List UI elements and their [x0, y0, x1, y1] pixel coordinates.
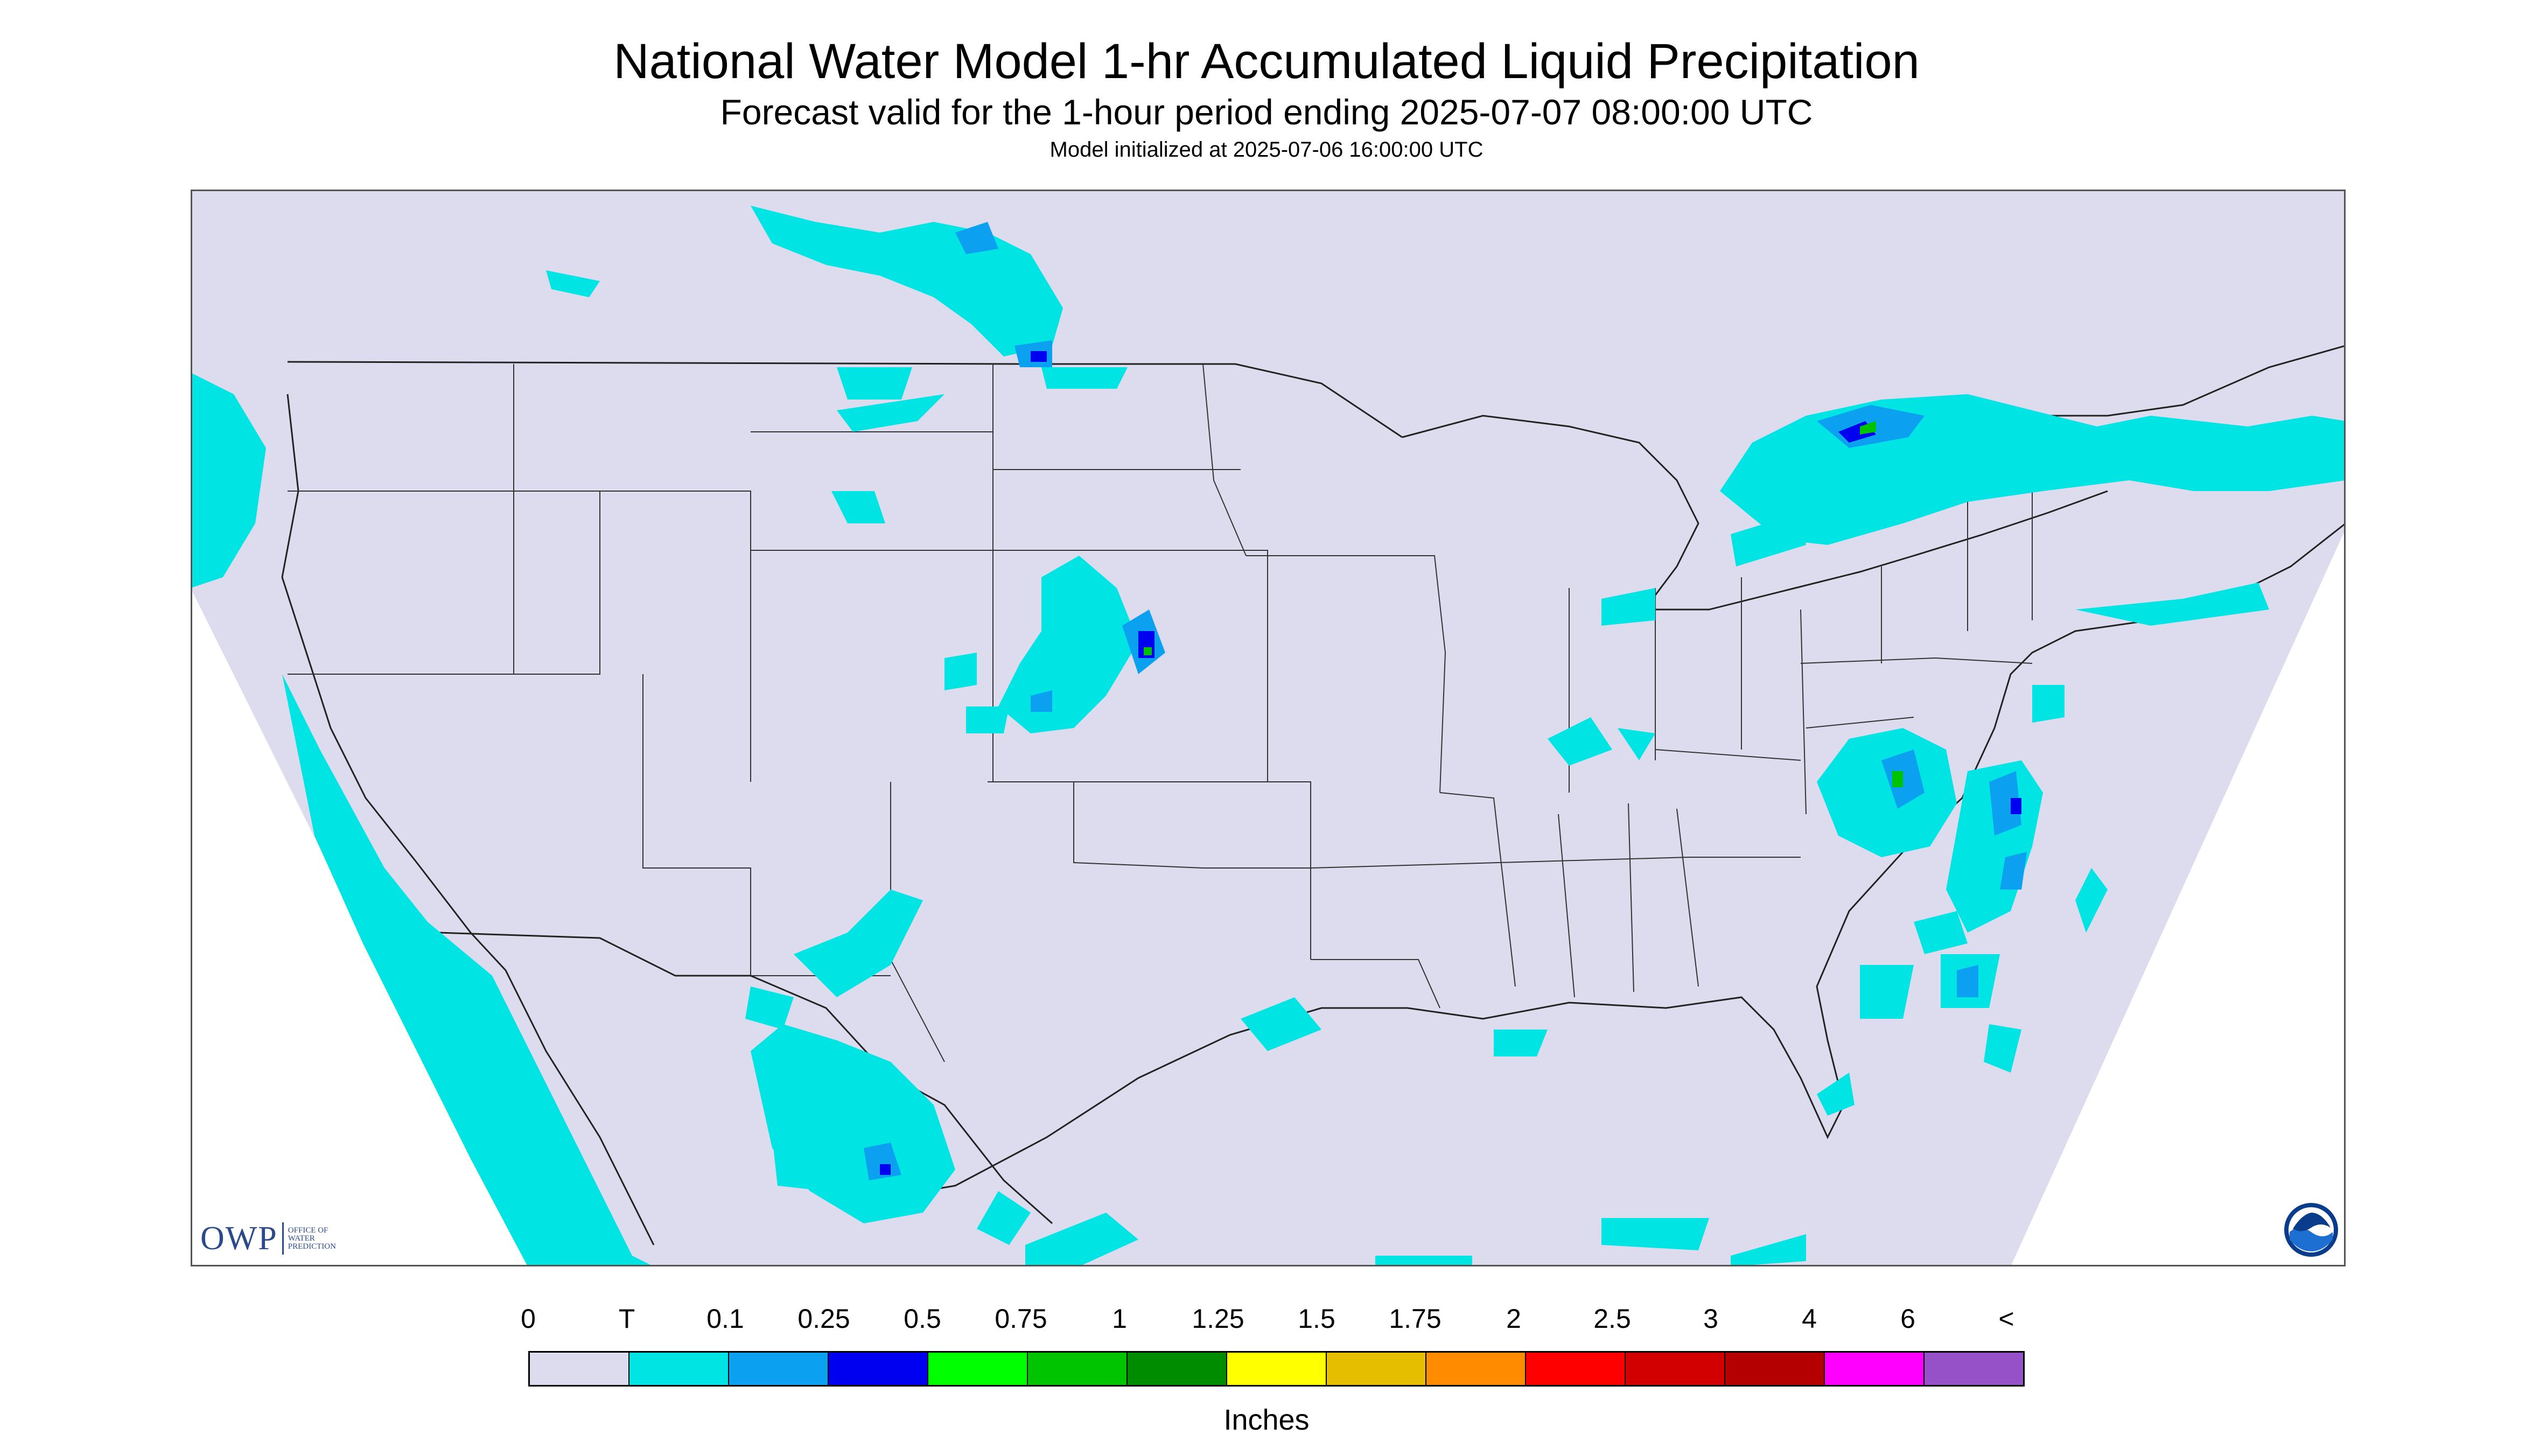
- legend-tick-label: 2.5: [1593, 1304, 1631, 1334]
- noaa-logo: [2284, 1203, 2338, 1257]
- precipitation-map: [191, 190, 2346, 1266]
- legend-swatch: [530, 1353, 629, 1385]
- legend-swatch: [1128, 1353, 1227, 1385]
- legend-tick-label: 1.75: [1389, 1304, 1442, 1334]
- legend-tick-label: 0.1: [706, 1304, 744, 1334]
- legend-tick-label: 1.5: [1298, 1304, 1335, 1334]
- legend-tick-label: 3: [1703, 1304, 1718, 1334]
- legend-swatch: [1925, 1353, 2023, 1385]
- owp-logo-text: OWP: [200, 1220, 278, 1257]
- owp-logo: OWP OFFICE OF WATER PREDICTION: [200, 1218, 336, 1259]
- legend-tick-label: 1.25: [1192, 1304, 1244, 1334]
- owp-logo-line-1: OFFICE OF: [288, 1226, 328, 1235]
- forecast-valid-subtitle: Forecast valid for the 1-hour period end…: [720, 92, 1813, 132]
- precip-heavy: [1144, 421, 1903, 787]
- coastline-west: [281, 394, 655, 1245]
- state-boundaries: [288, 363, 2033, 1062]
- precip-trace: [191, 206, 2346, 1266]
- legend-swatch: [1426, 1353, 1526, 1385]
- legend-tick-label: <: [1998, 1304, 2014, 1334]
- owp-logo-subtext: OFFICE OF WATER PREDICTION: [288, 1226, 336, 1251]
- legend-tick-label: 4: [1802, 1304, 1817, 1334]
- owp-logo-divider: [282, 1222, 284, 1255]
- legend-tick-label: 1: [1112, 1304, 1127, 1334]
- legend-tick-label: T: [618, 1304, 635, 1334]
- legend-swatch: [928, 1353, 1028, 1385]
- legend-swatch: [1825, 1353, 1925, 1385]
- legend-swatch: [1327, 1353, 1426, 1385]
- owp-logo-line-3: PREDICTION: [288, 1242, 336, 1251]
- model-init-text: Model initialized at 2025-07-06 16:00:00…: [1049, 138, 1484, 162]
- legend-swatch: [629, 1353, 729, 1385]
- legend-units: Inches: [1223, 1404, 1310, 1436]
- legend-tick-label: 0: [521, 1304, 536, 1334]
- no-data-right: [2011, 529, 2346, 1266]
- canada-border: [287, 345, 2346, 438]
- legend-swatch: [1526, 1353, 1626, 1385]
- legend-swatch: [729, 1353, 829, 1385]
- map-title: National Water Model 1-hr Accumulated Li…: [613, 34, 1920, 89]
- legend-swatch: [829, 1353, 928, 1385]
- map-frame: [191, 190, 2346, 1266]
- legend-tick-label: 0.25: [797, 1304, 850, 1334]
- mexico-border: [438, 932, 1053, 1224]
- legend-tick-label: 6: [1900, 1304, 1915, 1334]
- legend-tick-label: 0.75: [995, 1304, 1047, 1334]
- legend-swatch: [1028, 1353, 1128, 1385]
- owp-logo-line-2: WATER: [288, 1234, 315, 1243]
- legend-swatch: [1227, 1353, 1327, 1385]
- legend-swatch: [1626, 1353, 1725, 1385]
- legend-swatches: [528, 1351, 2025, 1387]
- legend-tick-label: 0.5: [904, 1304, 941, 1334]
- legend-tick-label: 2: [1506, 1304, 1521, 1334]
- legend-swatch: [1725, 1353, 1825, 1385]
